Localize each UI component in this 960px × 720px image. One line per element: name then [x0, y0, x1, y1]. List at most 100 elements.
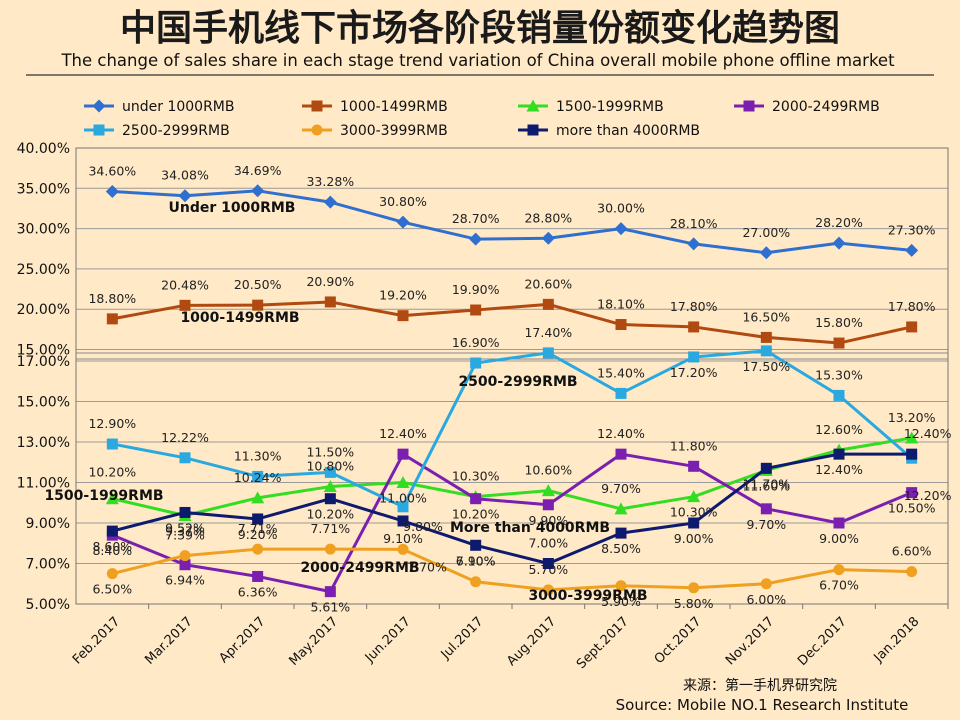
- legend-marker-under-1000rmb: [92, 99, 106, 113]
- data-point-1500-1999rmb: [323, 480, 337, 493]
- data-label: 13.20%: [888, 410, 936, 425]
- x-tick-label: Jul.2017: [438, 614, 487, 663]
- data-label: 28.80%: [524, 210, 572, 225]
- data-label: 18.80%: [88, 291, 136, 306]
- data-label: 6.10%: [456, 554, 496, 569]
- data-label: 11.50%: [306, 444, 354, 459]
- y-tick-upper: 35.00%: [17, 181, 70, 197]
- data-point-1000-1499rmb: [179, 299, 191, 311]
- data-point-2500-2999rmb: [106, 438, 118, 450]
- y-tick-lower: 5.00%: [26, 597, 70, 613]
- series-line-2000-2499rmb: [111, 452, 913, 594]
- data-label: 28.20%: [815, 215, 863, 230]
- data-label: 10.60%: [524, 463, 572, 478]
- series-annotation: 2000-2499RMB: [300, 560, 419, 576]
- data-point-under-1000rmb: [178, 189, 192, 203]
- data-point-2500-2999rmb: [397, 501, 409, 513]
- series-group: [105, 184, 919, 598]
- chart-subtitle: The change of sales share in each stage …: [60, 51, 895, 70]
- data-label: 12.90%: [88, 416, 136, 431]
- series-line-under-1000rmb: [112, 189, 912, 255]
- data-label: 10.30%: [452, 469, 500, 484]
- legend-label-more-than-4000rmb: more than 4000RMB: [556, 123, 700, 139]
- x-tick-label: Jun.2017: [362, 614, 414, 666]
- series-annotation: Under 1000RMB: [169, 200, 296, 216]
- data-point-under-1000rmb: [396, 215, 410, 229]
- data-label: 10.20%: [88, 465, 136, 480]
- data-point-2000-2499rmb: [324, 586, 336, 598]
- data-label: 28.70%: [452, 211, 500, 226]
- data-point-2500-2999rmb: [688, 351, 700, 363]
- legend: under 1000RMB 1000-1499RMB 1500-1999RMB 200…: [84, 99, 880, 139]
- data-point-1000-1499rmb: [833, 337, 845, 349]
- data-label: 11.80%: [670, 438, 718, 453]
- data-point-1000-1499rmb: [106, 313, 118, 325]
- gridlines: [76, 187, 948, 564]
- data-label: 12.40%: [379, 426, 427, 441]
- data-point-2500-2999rmb: [542, 347, 554, 359]
- data-label: 6.60%: [892, 544, 932, 559]
- x-tick-label: May.2017: [287, 614, 342, 669]
- data-point-under-1000rmb: [687, 237, 701, 251]
- data-label: 10.20%: [306, 507, 354, 522]
- data-point-under-1000rmb: [905, 243, 919, 257]
- legend-label-under-1000rmb: under 1000RMB: [122, 99, 235, 115]
- series-annotation: More than 4000RMB: [450, 520, 610, 536]
- data-point-3000-3999rmb: [688, 582, 700, 594]
- data-label: 10.20%: [452, 507, 500, 522]
- data-label: 7.71%: [310, 521, 350, 536]
- data-point-under-1000rmb: [614, 222, 628, 236]
- series-line-1500-1999rmb: [111, 436, 912, 518]
- legend-label-3000-3999rmb: 3000-3999RMB: [340, 123, 448, 139]
- data-label: 8.60%: [92, 539, 132, 554]
- data-point-2000-2499rmb: [906, 487, 918, 499]
- data-point-2000-2499rmb: [470, 493, 482, 505]
- data-point-more-than-4000rmb: [106, 525, 118, 537]
- legend-label-1000-1499rmb: 1000-1499RMB: [340, 99, 448, 115]
- data-label: 6.36%: [238, 584, 278, 599]
- data-point-2000-2499rmb: [688, 460, 700, 472]
- legend-label-1500-1999rmb: 1500-1999RMB: [556, 99, 664, 115]
- y-tick-lower: 15.00%: [17, 395, 70, 411]
- data-label: 20.48%: [161, 277, 209, 292]
- series-annotation: 3000-3999RMB: [528, 588, 647, 604]
- data-label: 20.50%: [234, 277, 282, 292]
- data-label: 10.24%: [234, 470, 282, 485]
- data-label: 9.20%: [238, 527, 278, 542]
- data-point-3000-3999rmb: [106, 568, 118, 580]
- data-point-1000-1499rmb: [760, 331, 772, 343]
- data-label: 12.20%: [904, 488, 952, 503]
- data-point-3000-3999rmb: [397, 543, 409, 555]
- data-label: 8.40%: [92, 543, 132, 558]
- data-point-more-than-4000rmb: [179, 506, 191, 518]
- data-label: 17.80%: [888, 299, 936, 314]
- data-label: 30.00%: [597, 201, 645, 216]
- y-tick-upper: 30.00%: [17, 222, 70, 238]
- data-label: 12.22%: [161, 430, 209, 445]
- data-label: 7.70%: [407, 559, 447, 574]
- data-label: 34.08%: [161, 168, 209, 183]
- data-point-under-1000rmb: [759, 246, 773, 260]
- data-label: 9.37%: [165, 524, 205, 539]
- chart-title: 中国手机线下市场各阶段销量份额变化趋势图: [120, 7, 840, 49]
- data-point-1500-1999rmb: [396, 476, 410, 488]
- data-label: 30.80%: [379, 194, 427, 209]
- x-tick-label: Mar.2017: [142, 614, 195, 667]
- series-line-2500-2999rmb: [112, 349, 913, 509]
- series-line-1000-1499rmb: [112, 300, 912, 345]
- legend-label-2500-2999rmb: 2500-2999RMB: [122, 123, 230, 139]
- data-point-1500-1999rmb: [105, 492, 119, 505]
- series-line-3000-3999rmb: [111, 547, 912, 592]
- data-point-more-than-4000rmb: [397, 515, 409, 527]
- data-point-more-than-4000rmb: [615, 527, 627, 539]
- y-tick-lower: 13.00%: [17, 435, 70, 451]
- data-point-3000-3999rmb: [760, 578, 772, 590]
- data-point-more-than-4000rmb: [252, 513, 264, 525]
- data-point-3000-3999rmb: [542, 584, 554, 596]
- data-label: 6.94%: [165, 573, 205, 588]
- data-label: 19.20%: [379, 288, 427, 303]
- data-label: 16.90%: [452, 335, 500, 350]
- data-point-2000-2499rmb: [542, 499, 554, 511]
